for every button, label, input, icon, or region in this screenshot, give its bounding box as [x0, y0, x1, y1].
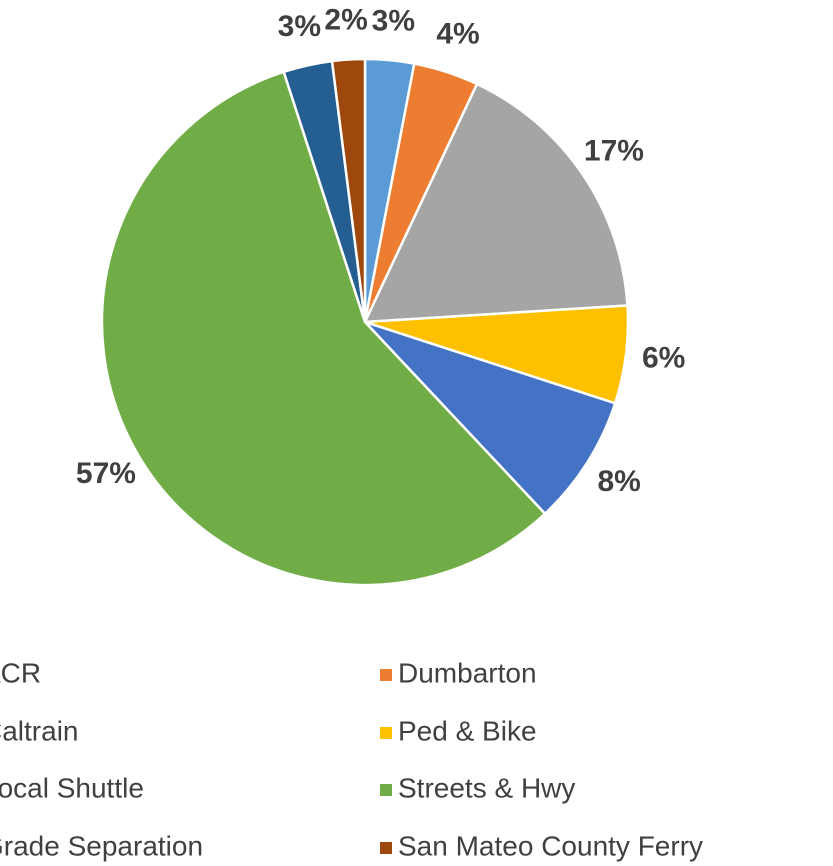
data-label: 17%	[584, 135, 644, 168]
data-label: 8%	[597, 465, 640, 498]
legend-label: ACR	[0, 657, 41, 688]
legend-label: Streets & Hwy	[398, 772, 575, 803]
legend-label: Dumbarton	[398, 657, 537, 688]
data-label: 4%	[436, 18, 479, 51]
legend-swatch	[380, 669, 392, 681]
legend-label: Local Shuttle	[0, 772, 144, 803]
data-label: 6%	[642, 342, 685, 375]
pie-slice	[364, 320, 617, 516]
data-label: 3%	[372, 4, 415, 37]
legend-label: San Mateo County Ferry	[398, 830, 703, 861]
legend-swatch	[380, 842, 392, 854]
data-label: 3%	[278, 10, 321, 43]
data-label: 57%	[76, 457, 136, 490]
legend-label: Ped & Bike	[398, 715, 537, 746]
legend-swatch	[380, 727, 392, 739]
pie-slice	[362, 82, 629, 324]
pie-slice	[100, 70, 547, 587]
legend-label: Grade Separation	[0, 830, 203, 861]
legend-label: Caltrain	[0, 715, 78, 746]
data-label: 2%	[324, 4, 367, 37]
pie-slice	[330, 57, 367, 323]
legend-swatch	[380, 784, 392, 796]
